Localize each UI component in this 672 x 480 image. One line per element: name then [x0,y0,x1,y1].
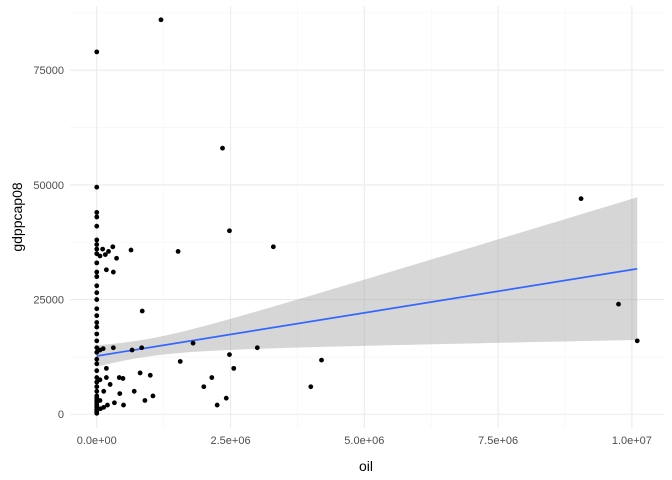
data-point [94,49,100,55]
x-tick-label: 7.5e+06 [478,435,518,447]
data-point [101,404,107,410]
data-point [110,269,116,275]
data-point [94,313,100,319]
data-point [139,345,145,351]
data-point [94,237,100,243]
data-point [94,242,100,247]
x-axis-ticks: 0.0e+00 2.5e+06 5.0e+06 7.5e+06 1.0e+07 [77,435,652,447]
data-point [94,297,100,302]
data-point [103,365,109,371]
major-grid [70,6,664,428]
y-tick-label: 75000 [33,65,64,77]
data-point [94,214,100,220]
fit-line-layer [96,267,638,357]
data-point [158,17,164,23]
minor-grid [70,6,664,428]
data-point [107,382,113,387]
data-point [223,395,229,401]
x-axis-title: oil [359,458,373,474]
data-point [103,375,109,380]
data-point [227,352,232,358]
data-point [94,368,100,374]
data-point [94,246,100,252]
confidence-ribbon-layer [96,197,638,367]
data-point [94,338,100,344]
data-point [177,359,183,364]
data-point [110,244,116,250]
data-point [100,346,106,352]
data-point [175,249,181,254]
data-point [94,283,100,289]
y-axis-ticks: 0 25000 50000 75000 [33,65,64,421]
data-point [116,375,122,380]
data-point [94,388,100,394]
regression-line [96,267,638,357]
x-tick-label: 0.0e+00 [77,435,117,447]
data-point [270,244,276,250]
y-tick-label: 25000 [33,295,64,307]
data-point [117,391,123,396]
data-point [137,370,143,376]
data-point [308,384,314,390]
data-point [121,402,126,408]
data-point [220,145,225,151]
data-point [128,247,134,253]
data-point [150,393,156,399]
data-point [131,388,137,394]
data-point [94,356,100,362]
confidence-ribbon [96,197,638,367]
data-point [94,361,100,367]
data-point [94,306,100,312]
data-point [227,228,232,234]
data-point [114,255,119,261]
data-point [139,308,145,314]
data-point [94,320,100,325]
y-tick-label: 0 [58,409,64,421]
data-point [94,331,100,337]
data-point [94,260,100,266]
data-point [97,398,103,403]
data-point [110,345,116,351]
data-point [634,338,640,344]
data-point [120,376,126,381]
data-point [101,388,107,394]
data-point [103,267,109,273]
data-point [97,377,103,383]
data-point [94,210,100,215]
data-point [100,246,106,252]
data-point [97,253,103,259]
data-point [94,223,100,229]
x-tick-label: 1.0e+07 [612,435,652,447]
data-point [94,274,100,280]
data-point [105,402,110,408]
data-point [319,357,324,363]
data-point [94,269,100,275]
data-point [112,400,117,406]
data-point [129,347,135,353]
data-point [209,375,215,380]
data-point [190,340,196,346]
data-point [214,402,220,408]
data-point [201,384,207,390]
data-point [94,410,100,416]
data-point [94,290,100,296]
data-point [147,372,153,378]
data-point [94,324,100,330]
x-tick-label: 5.0e+06 [344,435,384,447]
data-point [106,249,111,254]
x-tick-label: 2.5e+06 [211,435,251,447]
points-layer [94,17,640,416]
data-point [616,301,621,307]
data-point [102,252,108,258]
data-point [94,184,100,190]
data-point [578,196,584,202]
data-point [231,365,237,371]
data-point [142,398,148,403]
data-point [94,384,100,390]
y-axis-title: gdppcap08 [9,182,25,252]
y-tick-label: 50000 [33,180,64,192]
data-point [254,345,260,351]
